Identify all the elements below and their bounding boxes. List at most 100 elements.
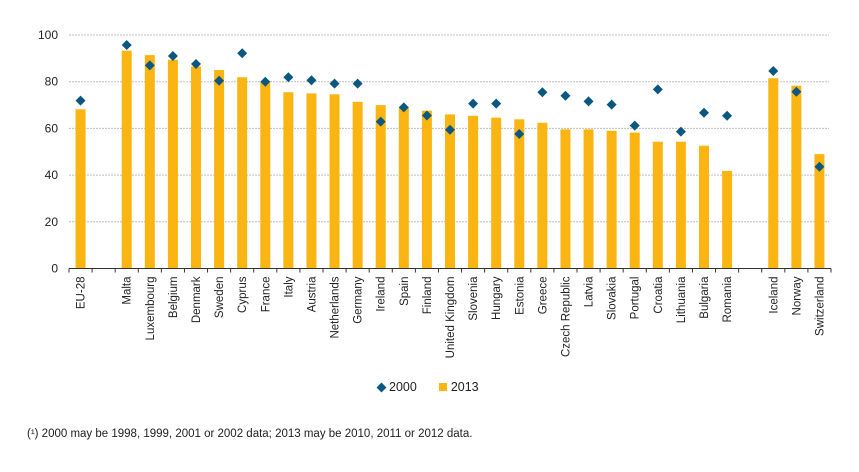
x-axis bbox=[68, 268, 832, 273]
bar-2013 bbox=[214, 70, 225, 269]
bar-2013 bbox=[491, 117, 502, 269]
bar-2013 bbox=[144, 55, 155, 269]
bar-2013 bbox=[768, 78, 779, 269]
marker-2000 bbox=[306, 75, 317, 86]
marker-2000 bbox=[514, 129, 525, 140]
diamond-icon bbox=[376, 382, 387, 392]
bar-2013 bbox=[237, 77, 248, 269]
marker-2000 bbox=[629, 120, 640, 131]
x-tick-label: Portugal bbox=[630, 277, 642, 320]
marker-2000 bbox=[421, 110, 432, 121]
marker-2000 bbox=[260, 76, 271, 87]
x-tick-label: Luxembourg bbox=[145, 277, 157, 341]
bar-2013 bbox=[537, 122, 548, 269]
bar-2013 bbox=[445, 114, 455, 269]
footnote: (¹) 2000 may be 1998, 1999, 2001 or 2002… bbox=[27, 428, 473, 440]
x-tick-label: Slovenia bbox=[468, 276, 480, 321]
markers-2000 bbox=[75, 40, 825, 172]
bar-2013 bbox=[675, 141, 686, 269]
bar-2013 bbox=[352, 101, 363, 269]
bar-2013 bbox=[398, 107, 409, 269]
marker-2000 bbox=[491, 98, 502, 109]
marker-2000 bbox=[652, 84, 663, 95]
x-tick-label: Finland bbox=[422, 277, 434, 315]
x-tick-label: Lithuania bbox=[676, 276, 688, 323]
bar-2013 bbox=[121, 50, 132, 269]
marker-2000 bbox=[791, 86, 802, 97]
marker-2000 bbox=[675, 126, 686, 137]
x-tick-label: Malta bbox=[122, 276, 134, 305]
y-axis-ticks: 0 20 40 60 80 100 bbox=[38, 28, 58, 276]
x-tick-label: Greece bbox=[537, 277, 549, 315]
x-tick-label: Italy bbox=[283, 276, 295, 297]
bar-2013 bbox=[814, 154, 825, 269]
x-tick-label: France bbox=[260, 277, 272, 313]
x-tick-label: Czech Republic bbox=[560, 276, 572, 357]
bar-2013 bbox=[306, 93, 317, 269]
x-tick-label: Germany bbox=[353, 276, 365, 324]
square-icon bbox=[438, 383, 447, 391]
marker-2000 bbox=[768, 65, 779, 76]
x-tick-label: Estonia bbox=[514, 276, 526, 315]
marker-2000 bbox=[722, 110, 733, 121]
marker-2000 bbox=[814, 161, 825, 172]
bar-2013 bbox=[583, 129, 594, 269]
marker-2000 bbox=[560, 90, 571, 101]
marker-2000 bbox=[445, 124, 455, 135]
marker-2000 bbox=[699, 107, 709, 118]
marker-2000 bbox=[583, 96, 594, 107]
x-tick-label: Latvia bbox=[584, 276, 596, 307]
bar-2013 bbox=[260, 82, 271, 269]
bar-2013 bbox=[560, 129, 571, 269]
marker-2000 bbox=[329, 78, 340, 89]
marker-2000 bbox=[75, 95, 86, 106]
bar-2013 bbox=[375, 105, 386, 269]
bar-2013 bbox=[167, 59, 178, 269]
y-tick-label: 0 bbox=[51, 262, 58, 276]
y-tick-label: 20 bbox=[45, 215, 59, 229]
x-tick-label: Spain bbox=[399, 277, 411, 306]
legend-label-2013: 2013 bbox=[450, 380, 479, 394]
x-tick-label: Cyprus bbox=[237, 276, 249, 313]
bar-2013 bbox=[699, 145, 709, 269]
x-tick-label: Croatia bbox=[653, 276, 665, 314]
x-axis-labels: EU-28 Malta Luxembourg Belgium Denmark Sweden… bbox=[76, 276, 827, 358]
bar-2013 bbox=[283, 92, 294, 269]
bar-2013 bbox=[75, 109, 86, 269]
bars-2013 bbox=[75, 50, 825, 269]
y-tick-label: 40 bbox=[45, 168, 59, 182]
x-tick-label: Denmark bbox=[191, 276, 203, 323]
bar-2013 bbox=[791, 85, 802, 269]
bar-2013 bbox=[468, 115, 479, 269]
marker-2000 bbox=[537, 87, 548, 98]
marker-2000 bbox=[375, 116, 386, 127]
x-tick-label: Bulgaria bbox=[699, 276, 711, 319]
x-tick-label: Hungary bbox=[491, 276, 503, 320]
x-tick-label: Sweden bbox=[214, 277, 226, 319]
marker-2000 bbox=[352, 78, 363, 89]
bar-2013 bbox=[421, 110, 432, 269]
marker-2000 bbox=[237, 48, 248, 59]
x-tick-label: EU-28 bbox=[76, 277, 88, 310]
marker-2000 bbox=[191, 58, 201, 69]
x-tick-label: Belgium bbox=[168, 277, 180, 319]
y-tick-label: 60 bbox=[45, 121, 59, 135]
y-tick-label: 100 bbox=[38, 28, 58, 42]
x-tick-label: Ireland bbox=[376, 277, 388, 312]
marker-2000 bbox=[167, 51, 178, 62]
bar-2013 bbox=[191, 66, 201, 269]
y-tick-label: 80 bbox=[45, 75, 59, 89]
legend-item-2000: 2000 bbox=[376, 380, 417, 394]
marker-2000 bbox=[144, 60, 155, 71]
x-tick-label: Romania bbox=[722, 276, 734, 323]
x-tick-label: Austria bbox=[306, 276, 318, 312]
legend-label-2000: 2000 bbox=[389, 380, 417, 394]
x-tick-label: Netherlands bbox=[330, 276, 342, 338]
bar-2013 bbox=[606, 130, 617, 269]
bar-2013 bbox=[329, 94, 340, 269]
bar-2013 bbox=[514, 119, 525, 269]
marker-2000 bbox=[468, 98, 479, 109]
marker-2000 bbox=[214, 75, 225, 86]
marker-2000 bbox=[606, 99, 617, 110]
legend-item-2013: 2013 bbox=[438, 380, 479, 394]
